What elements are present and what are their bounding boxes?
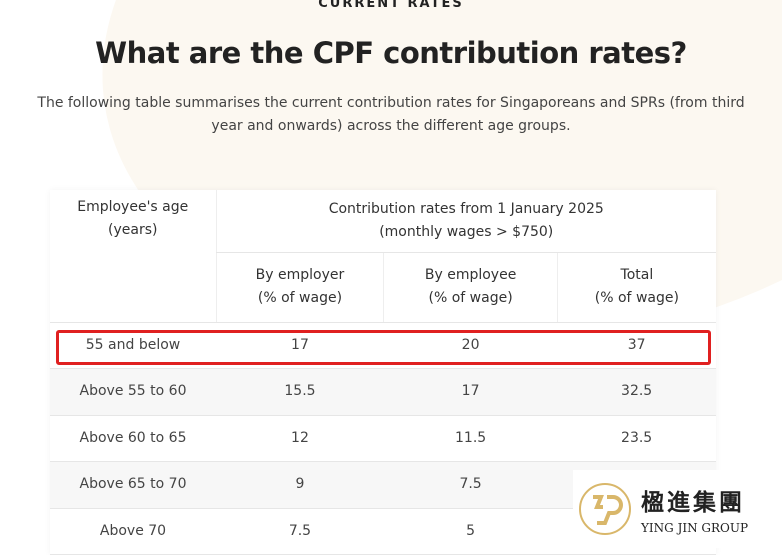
total-cell: 23.5 <box>557 415 716 462</box>
employee-cell: 17 <box>383 368 558 416</box>
age-cell: Above 65 to 70 <box>50 461 216 509</box>
employer-cell: 17 <box>216 322 384 369</box>
table-row: Above 70 7.5 5 <box>50 508 716 555</box>
intro-text: The following table summarises the curre… <box>37 95 745 134</box>
table-row: 55 and below 17 20 37 <box>50 322 716 369</box>
employee-cell: 7.5 <box>383 461 558 509</box>
highlight-box <box>56 330 711 365</box>
employer-cell: 9 <box>216 461 384 509</box>
employer-cell: 12 <box>216 415 384 462</box>
logo-icon <box>579 483 631 535</box>
total-cell: 37 <box>557 322 716 369</box>
logo-chinese: 楹進集團 <box>641 489 745 516</box>
employee-cell: 20 <box>383 322 558 369</box>
age-cell: Above 60 to 65 <box>50 415 216 462</box>
age-cell: Above 55 to 60 <box>50 368 216 416</box>
employee-header: By employee (% of wage) <box>383 252 558 323</box>
table-row: Above 60 to 65 12 11.5 23.5 <box>50 415 716 462</box>
employee-cell: 5 <box>383 508 558 555</box>
logo-english: YING JIN GROUP <box>641 521 749 535</box>
page-title: What are the CPF contribution rates? <box>95 36 687 70</box>
total-cell: 32.5 <box>557 368 716 416</box>
age-cell: 55 and below <box>50 322 216 369</box>
section-label: CURRENT RATES <box>318 0 464 11</box>
employer-cell: 15.5 <box>216 368 384 416</box>
age-header: Employee's age (years) <box>50 190 216 323</box>
employee-cell: 11.5 <box>383 415 558 462</box>
employer-header: By employer (% of wage) <box>215 252 384 323</box>
table-row: Above 55 to 60 15.5 17 32.5 <box>50 368 716 416</box>
age-cell: Above 70 <box>50 508 216 555</box>
watermark-logo: 楹進集團 YING JIN GROUP <box>573 470 782 548</box>
group-header: Contribution rates from 1 January 2025 (m… <box>215 190 716 253</box>
total-header: Total (% of wage) <box>556 252 716 323</box>
